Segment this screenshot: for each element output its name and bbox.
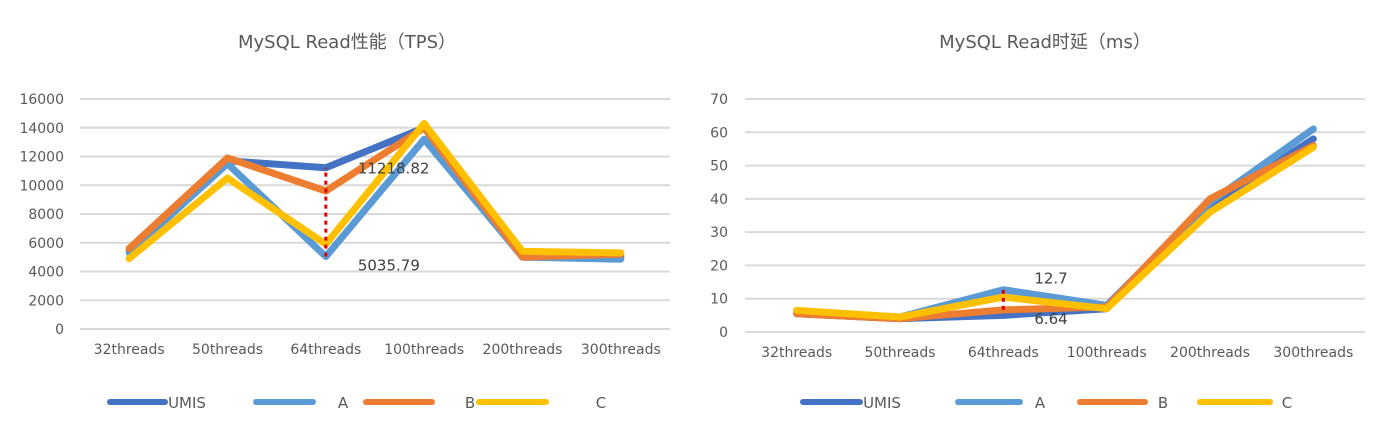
y-tick-label: 70	[710, 92, 728, 108]
y-tick-label: 60	[710, 125, 728, 141]
data-label: 11218.82	[358, 160, 430, 178]
y-tick-label: 6000	[28, 236, 64, 252]
legend-label: A	[1035, 394, 1046, 412]
x-tick-label: 300threads	[581, 342, 661, 358]
x-tick-label: 32threads	[761, 345, 832, 361]
y-tick-label: 40	[710, 192, 728, 208]
x-tick-label: 64threads	[968, 345, 1039, 361]
legend-label: B	[1158, 394, 1168, 412]
chart-title: MySQL Read性能（TPS）	[238, 32, 456, 53]
y-tick-label: 4000	[28, 265, 64, 281]
x-tick-label: 200threads	[1170, 345, 1250, 361]
x-tick-label: 32threads	[94, 342, 165, 358]
x-tick-label: 100threads	[1067, 345, 1147, 361]
data-label: 5035.79	[358, 257, 420, 275]
x-tick-label: 200threads	[483, 342, 563, 358]
legend: UMIS A B C	[110, 394, 606, 412]
latency-chart: MySQL Read时延（ms） 0 10 20 30 40 50 60 70 32threads…	[710, 32, 1365, 412]
legend-label: UMIS	[863, 394, 901, 412]
legend-label: A	[338, 394, 349, 412]
y-tick-label: 50	[710, 159, 728, 175]
x-tick-label: 50threads	[192, 342, 263, 358]
y-tick-label: 0	[55, 322, 64, 338]
legend-label: C	[596, 394, 606, 412]
data-label: 6.64	[1034, 310, 1067, 328]
y-tick-label: 30	[710, 225, 728, 241]
series-line-a	[797, 129, 1314, 317]
y-tick-label: 8000	[28, 207, 64, 223]
x-tick-label: 100threads	[384, 342, 464, 358]
legend-label: C	[1282, 394, 1292, 412]
y-tick-label: 2000	[28, 293, 64, 309]
y-tick-label: 12000	[19, 150, 64, 166]
y-tick-label: 10	[710, 292, 728, 308]
x-tick-label: 300threads	[1273, 345, 1353, 361]
y-tick-label: 0	[719, 325, 728, 341]
y-tick-label: 10000	[19, 178, 64, 194]
chart-title: MySQL Read时延（ms）	[939, 32, 1151, 53]
y-tick-label: 16000	[19, 92, 64, 108]
legend-label: UMIS	[168, 394, 206, 412]
y-tick-label: 14000	[19, 121, 64, 137]
x-tick-label: 50threads	[865, 345, 936, 361]
legend-label: B	[465, 394, 475, 412]
tps-chart: MySQL Read性能（TPS） 0 2000 4000 6000 8000 10000 1…	[19, 32, 670, 412]
series-line-c	[129, 123, 621, 258]
series-line-umis	[129, 128, 621, 257]
y-tick-label: 20	[710, 258, 728, 274]
data-label: 12.7	[1034, 270, 1067, 288]
legend: UMIS A B C	[803, 394, 1292, 412]
x-tick-label: 64threads	[290, 342, 361, 358]
